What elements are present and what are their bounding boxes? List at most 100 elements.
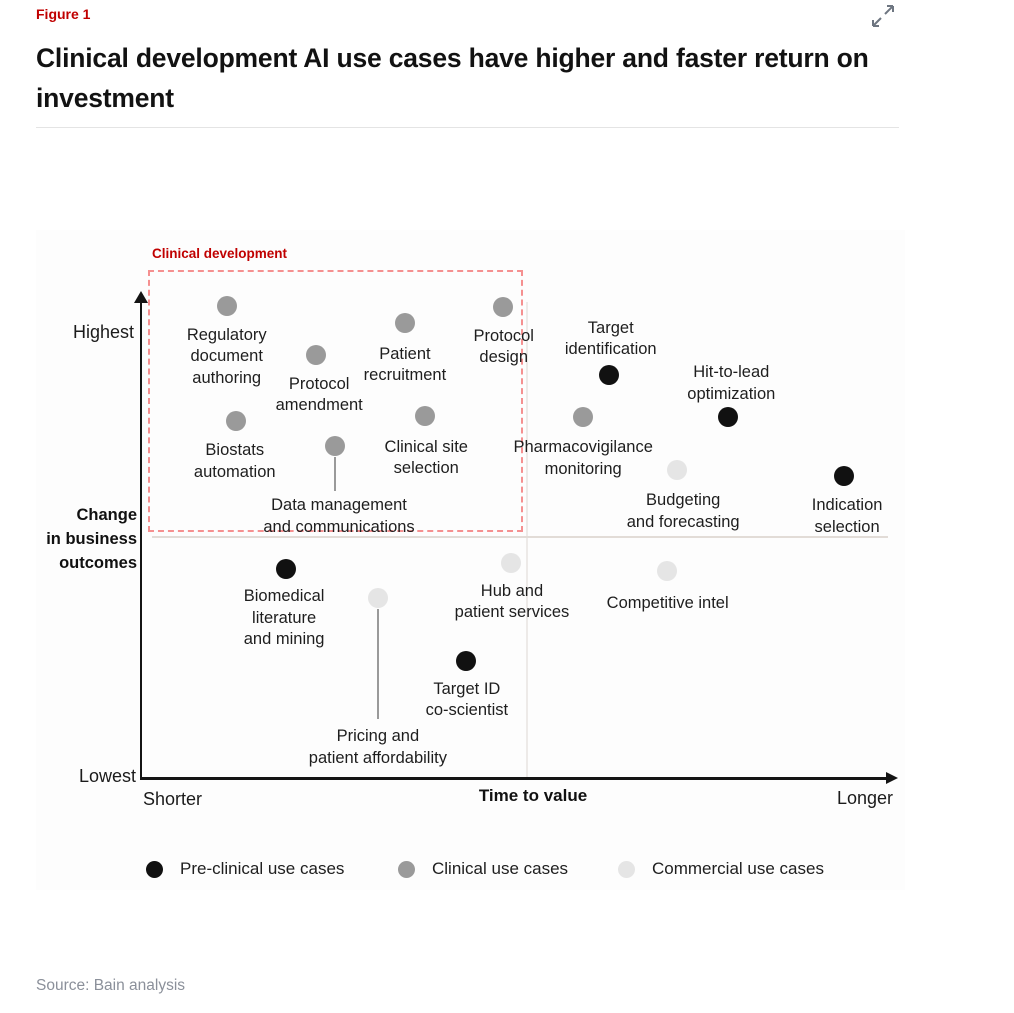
legend-item-clinical: Clinical use cases — [398, 858, 568, 880]
point-label-line: Hub and — [480, 581, 544, 600]
title-divider — [36, 127, 899, 128]
y-axis — [140, 301, 142, 778]
point-label-line: identification — [564, 340, 657, 359]
point-label: Biostats automation — [194, 440, 276, 483]
label-leader-line — [376, 609, 379, 720]
scatter-point — [718, 407, 739, 428]
x-axis — [140, 777, 887, 780]
scatter-point — [276, 559, 297, 580]
source-note: Source: Bain analysis — [36, 977, 186, 994]
point-label: Target identification — [565, 318, 657, 361]
point-label-line: co-scientist — [425, 701, 509, 720]
scatter-point — [216, 295, 237, 316]
point-label: Protocol amendment — [276, 374, 363, 417]
point-label-line: Hit-to-lead — [693, 363, 770, 382]
scatter-point — [834, 466, 855, 487]
point-label: Hub and patient services — [455, 581, 570, 624]
scatter-chart — [36, 230, 905, 890]
scatter-point — [415, 405, 436, 426]
point-label-line: recruitment — [363, 366, 447, 385]
point-label-line: Patient — [379, 344, 431, 363]
legend-label: Commercial use cases — [652, 859, 824, 878]
point-label-line: Protocol — [473, 326, 534, 345]
y-axis-title-line: Change — [76, 506, 137, 524]
point-label-line: amendment — [275, 396, 363, 415]
y-axis-title-line: outcomes — [59, 554, 137, 572]
scatter-point — [225, 411, 246, 431]
point-label: Competitive intel — [607, 593, 729, 615]
point-label: Patient recruitment — [364, 344, 447, 387]
horizontal-quadrant-divider — [152, 536, 888, 538]
scatter-point — [656, 560, 677, 581]
y-axis-title-line: in business — [46, 530, 137, 548]
point-label-line: patient services — [454, 603, 570, 622]
point-label-line: Pharmacovigilance — [513, 438, 653, 457]
y-axis-label-highest: Highest — [72, 322, 134, 342]
point-label: Hit-to-lead optimization — [687, 362, 775, 405]
label-leader-line — [334, 457, 337, 492]
x-axis-label-shorter: Shorter — [143, 789, 203, 809]
clinical-development-box-label: Clinical development — [152, 246, 288, 261]
point-label-line: monitoring — [544, 459, 622, 478]
x-axis-label-longer: Longer — [836, 788, 893, 808]
point-label-line: Indication — [811, 496, 883, 515]
scatter-point — [455, 650, 476, 671]
point-label: Data management and communications — [263, 495, 414, 538]
point-label-line: Pricing and — [336, 727, 420, 746]
point-label: Biomedical literature and mining — [244, 586, 325, 651]
point-label: Protocol design — [473, 326, 534, 369]
vertical-quadrant-divider — [526, 302, 528, 777]
point-label-line: literature — [252, 608, 317, 627]
point-label-line: selection — [814, 517, 880, 536]
scatter-point — [367, 588, 388, 609]
point-label-line: Clinical site — [384, 437, 468, 456]
point-label-line: optimization — [687, 384, 776, 403]
legend-item-pre-clinical: Pre-clinical use cases — [146, 858, 344, 880]
scatter-point — [500, 552, 521, 573]
legend-label: Clinical use cases — [432, 859, 569, 878]
figure-number-label: Figure 1 — [36, 6, 91, 22]
point-label-line: Protocol — [288, 374, 350, 393]
point-label-line: and communications — [263, 517, 415, 536]
clinical-dot-icon — [398, 860, 415, 878]
scatter-point — [492, 296, 513, 317]
expand-icon[interactable] — [869, 2, 897, 30]
point-label-line: Budgeting — [646, 491, 721, 510]
y-axis-title: Change in business outcomes — [0, 503, 137, 575]
point-label-line: and forecasting — [626, 512, 740, 531]
scatter-point — [325, 436, 346, 457]
point-label-line: authoring — [192, 368, 262, 387]
point-label-line: Target — [587, 318, 634, 337]
point-label: Regulatory document authoring — [187, 325, 267, 390]
clinical-development-dashed-box — [148, 270, 523, 532]
point-label: Pricing and patient affordability — [309, 726, 447, 769]
point-label-line: document — [190, 347, 263, 366]
point-label: Indication selection — [812, 495, 883, 538]
x-axis-arrowhead-icon — [886, 772, 898, 784]
scatter-point — [394, 312, 415, 333]
point-label: Clinical site selection — [385, 437, 468, 480]
scatter-point — [598, 364, 619, 385]
x-axis-title: Time to value — [478, 786, 588, 805]
point-label-line: Biomedical — [243, 587, 325, 606]
point-label-line: Biostats — [205, 441, 265, 459]
point-label-line: patient affordability — [308, 748, 447, 767]
point-label-line: selection — [393, 459, 459, 478]
point-label: Target ID co-scientist — [426, 679, 509, 722]
commercial-dot-icon — [618, 860, 635, 878]
y-axis-arrowhead-icon — [134, 291, 148, 303]
point-label-line: and mining — [243, 630, 325, 649]
point-label-line: design — [479, 348, 529, 367]
point-label: Budgeting and forecasting — [627, 490, 740, 533]
point-label-line: Competitive intel — [606, 593, 729, 612]
point-label-line: Target ID — [433, 679, 501, 698]
legend-item-commercial: Commercial use cases — [618, 858, 824, 880]
point-label-line: Data management — [271, 496, 407, 515]
scatter-point — [667, 460, 688, 481]
pre-clinical-dot-icon — [146, 860, 163, 878]
scatter-point — [573, 407, 594, 428]
point-label: Pharmacovigilance monitoring — [513, 437, 652, 480]
y-axis-label-lowest: Lowest — [78, 766, 136, 786]
legend-label: Pre-clinical use cases — [180, 859, 345, 878]
